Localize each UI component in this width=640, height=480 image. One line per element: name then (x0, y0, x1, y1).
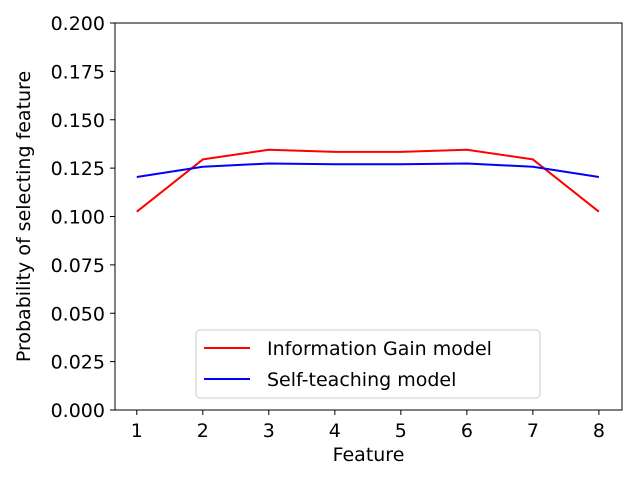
legend-label: Self-teaching model (267, 369, 456, 391)
y-tick-label: 0.075 (51, 255, 105, 277)
x-axis-label: Feature (333, 444, 405, 466)
x-tick-label: 1 (131, 420, 143, 442)
y-tick-label: 0.150 (51, 110, 105, 132)
x-tick-label: 8 (593, 420, 605, 442)
y-tick-label: 0.000 (51, 400, 105, 422)
x-axis-ticks: 1 2 3 4 5 6 7 8 (131, 410, 605, 442)
x-tick-label: 6 (461, 420, 473, 442)
x-tick-label: 2 (197, 420, 209, 442)
legend-box (195, 329, 541, 399)
y-tick-label: 0.050 (51, 303, 105, 325)
legend: Information Gain model Self-teaching mode… (195, 329, 541, 399)
y-tick-label: 0.200 (51, 13, 105, 35)
y-axis-label: Probability of selecting feature (13, 71, 35, 362)
y-tick-label: 0.100 (51, 207, 105, 229)
y-axis-ticks: 0.000 0.025 0.050 0.075 0.100 0.125 0.150 0.175… (51, 13, 115, 422)
legend-label: Information Gain model (267, 338, 492, 360)
x-tick-label: 5 (395, 420, 407, 442)
x-tick-label: 7 (527, 420, 539, 442)
series-line-self-teaching (136, 162, 600, 179)
y-tick-label: 0.025 (51, 352, 105, 374)
y-tick-label: 0.175 (51, 61, 105, 83)
plot-area (136, 148, 600, 213)
x-tick-label: 4 (329, 420, 341, 442)
y-tick-label: 0.125 (51, 158, 105, 180)
x-tick-label: 3 (263, 420, 275, 442)
series-line-information-gain (136, 148, 600, 213)
